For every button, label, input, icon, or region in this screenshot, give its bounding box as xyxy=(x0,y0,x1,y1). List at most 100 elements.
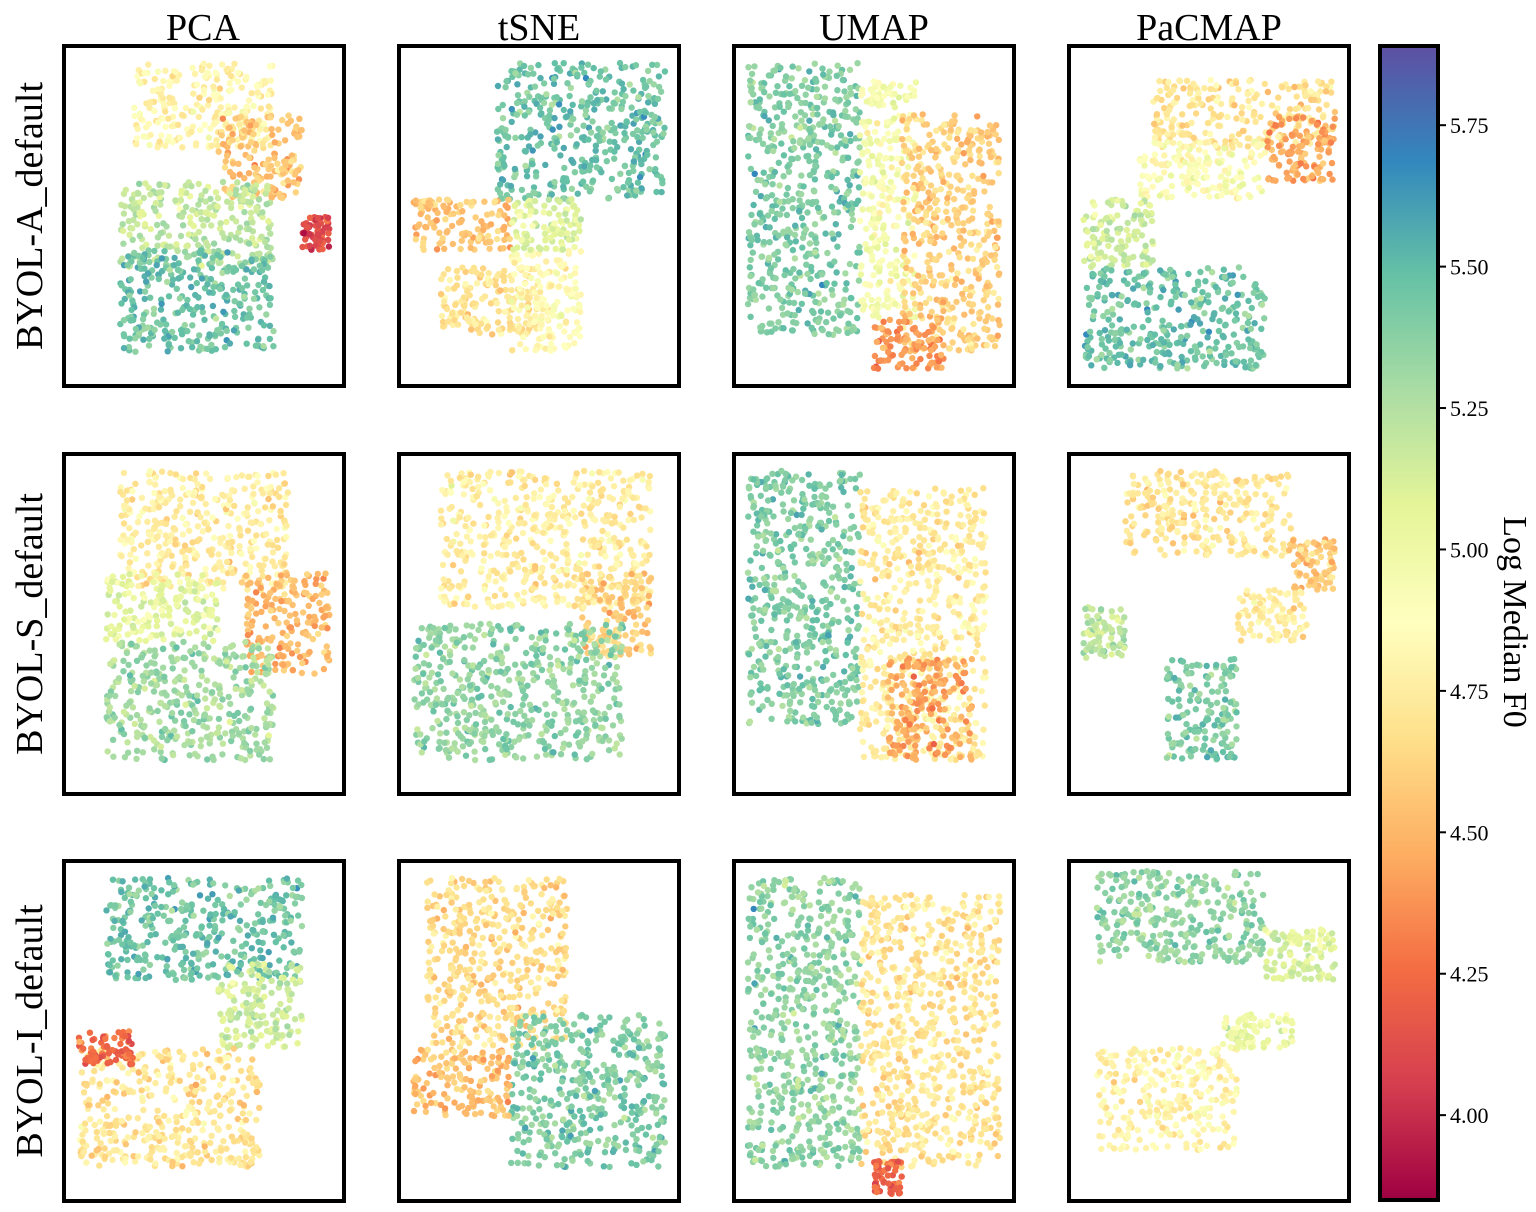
scatter-point xyxy=(987,153,994,161)
scatter-point xyxy=(837,312,844,319)
scatter-point xyxy=(1202,139,1209,146)
scatter-point xyxy=(968,308,975,315)
scatter-point xyxy=(751,63,758,70)
scatter-point xyxy=(1175,339,1183,346)
scatter-point xyxy=(139,316,147,323)
scatter-point xyxy=(996,270,1003,277)
scatter-point xyxy=(155,189,163,196)
scatter-point xyxy=(846,260,854,268)
scatter-point xyxy=(819,65,826,72)
scatter-point xyxy=(143,278,150,285)
scatter-point xyxy=(597,68,604,75)
scatter-point xyxy=(579,168,586,175)
scatter-point xyxy=(1126,362,1134,369)
scatter-point xyxy=(840,301,847,308)
scatter-point xyxy=(1191,286,1198,294)
scatter-point xyxy=(132,529,139,536)
scatter-point xyxy=(1232,137,1239,145)
scatter-point xyxy=(324,653,331,660)
scatter-point xyxy=(199,308,206,316)
scatter-point xyxy=(964,194,971,202)
scatter-point xyxy=(185,338,192,345)
scatter-point xyxy=(200,222,207,229)
scatter-point xyxy=(189,499,197,506)
scatter-point xyxy=(240,191,248,198)
scatter-point xyxy=(1251,176,1258,183)
scatter-point xyxy=(194,480,201,488)
scatter-point xyxy=(1177,323,1185,330)
scatter-point xyxy=(558,263,565,270)
scatter-point xyxy=(886,316,894,323)
scatter-point xyxy=(522,271,529,279)
scatter-point xyxy=(567,84,574,92)
scatter-point xyxy=(189,539,196,546)
scatter-point xyxy=(159,612,167,619)
scatter-point xyxy=(165,293,173,300)
scatter-point xyxy=(524,304,531,311)
scatter-point xyxy=(570,202,578,210)
scatter-point xyxy=(158,132,165,139)
scatter-point xyxy=(842,286,849,293)
scatter-point xyxy=(260,278,268,285)
scatter-point xyxy=(420,239,427,246)
scatter-point xyxy=(1215,327,1223,335)
scatter-point xyxy=(182,182,189,189)
scatter-point xyxy=(1239,181,1247,188)
scatter-point xyxy=(164,137,171,144)
scatter-point xyxy=(847,223,855,231)
scatter-point xyxy=(890,115,898,122)
scatter-point xyxy=(884,328,891,335)
scatter-point xyxy=(251,164,258,171)
scatter-point xyxy=(546,107,554,114)
scatter-point xyxy=(283,619,290,626)
scatter-point xyxy=(299,243,306,251)
scatter-point xyxy=(1167,172,1175,179)
scatter-point xyxy=(843,280,850,287)
scatter-point xyxy=(251,186,259,193)
scatter-point xyxy=(1148,217,1156,225)
scatter-point xyxy=(253,204,260,212)
scatter-point xyxy=(172,541,179,548)
scatter-point xyxy=(235,69,242,77)
scatter-point xyxy=(504,133,512,140)
scatter-point xyxy=(780,108,787,115)
scatter-point xyxy=(784,234,791,241)
scatter-point xyxy=(165,548,172,555)
scatter-point xyxy=(290,583,297,591)
scatter-point xyxy=(1131,300,1139,307)
scatter-point xyxy=(517,340,524,348)
scatter-point xyxy=(798,117,805,124)
scatter-point xyxy=(534,142,541,149)
scatter-point xyxy=(909,325,917,333)
scatter-point xyxy=(844,329,851,336)
scatter-point xyxy=(804,270,811,278)
scatter-point xyxy=(1231,317,1239,324)
scatter-point xyxy=(1158,161,1165,168)
scatter-point xyxy=(857,217,864,225)
scatter-point xyxy=(253,610,260,617)
scatter-point xyxy=(900,198,907,206)
scatter-point xyxy=(1108,322,1116,329)
scatter-point xyxy=(572,285,579,292)
scatter-point xyxy=(1323,101,1330,109)
scatter-point xyxy=(873,338,881,346)
scatter-point xyxy=(914,272,922,279)
scatter-point xyxy=(861,139,868,146)
scatter-point xyxy=(243,340,250,347)
scatter-point xyxy=(855,184,863,191)
scatter-point xyxy=(911,92,918,100)
scatter-point xyxy=(862,241,869,248)
scatter-point xyxy=(1318,128,1326,136)
scatter-point xyxy=(925,141,933,149)
scatter-point xyxy=(775,232,782,239)
scatter-point xyxy=(842,270,849,277)
scatter-point xyxy=(944,215,951,223)
scatter-point xyxy=(194,523,202,530)
scatter-point xyxy=(202,209,209,216)
scatter-point xyxy=(747,165,755,173)
scatter-point xyxy=(179,306,186,314)
scatter-point xyxy=(751,291,759,299)
scatter-point xyxy=(756,210,763,218)
scatter-point xyxy=(910,184,917,192)
scatter-point xyxy=(1256,184,1263,191)
